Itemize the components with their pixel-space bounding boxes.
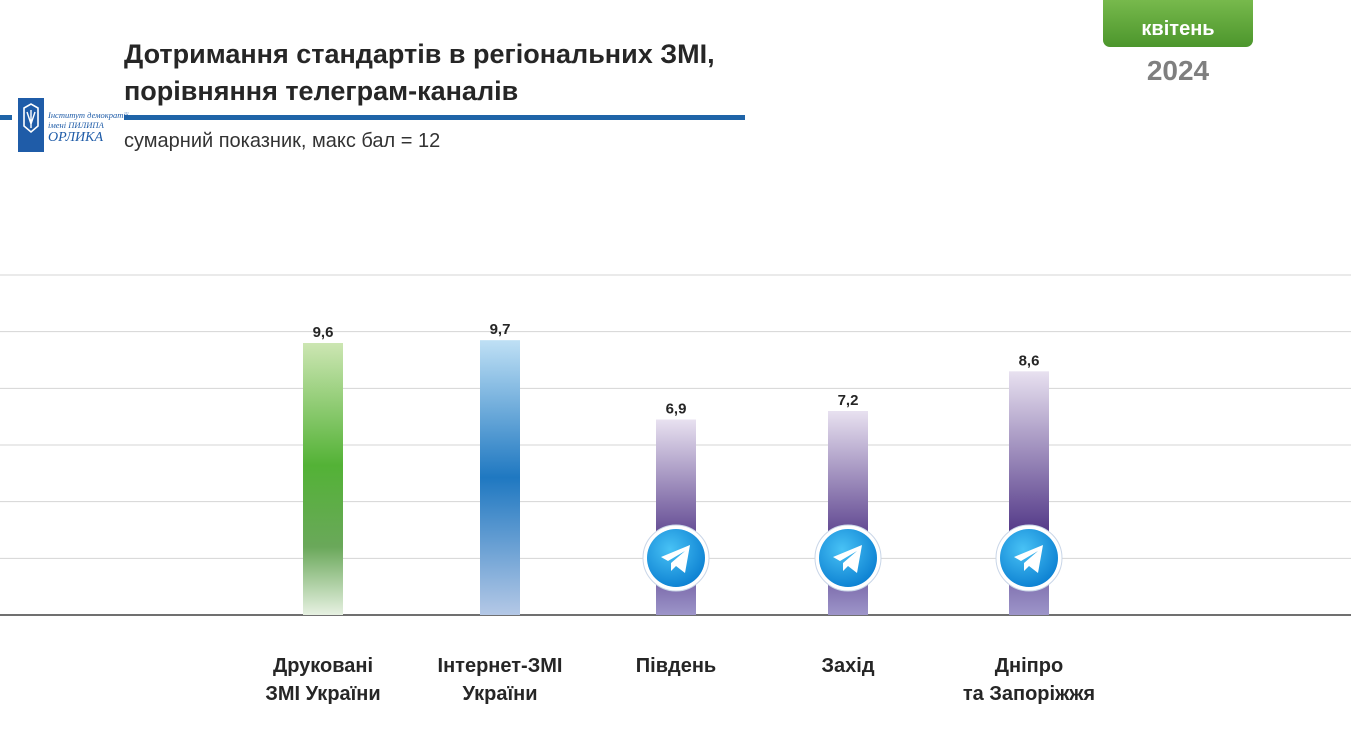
- data-label: 9,6: [313, 324, 334, 341]
- chart-title: Дотримання стандартів в регіональних ЗМІ…: [124, 39, 715, 106]
- telegram-icons: [642, 524, 1063, 592]
- chart-subtitle: сумарний показник, макс бал = 12: [124, 130, 441, 152]
- data-label: 6,9: [666, 401, 687, 418]
- data-labels: 9,6 9,7 6,9 7,2 8,6: [313, 321, 1040, 417]
- telegram-icon: [642, 524, 710, 592]
- bar: [303, 343, 343, 615]
- category-label: Інтернет-ЗМІ України: [437, 655, 563, 705]
- telegram-icon: [814, 524, 882, 592]
- logo-text: Інститут демократії імені ПИЛИПА ОРЛИКА: [48, 110, 129, 145]
- logo-line-2: імені ПИЛИПА: [48, 120, 104, 130]
- bar: [480, 340, 520, 615]
- category-label: Захід: [821, 655, 875, 677]
- category-label: Південь: [635, 655, 717, 677]
- data-label: 9,7: [490, 321, 511, 338]
- logo-line-1: Інститут демократії: [48, 110, 129, 120]
- month-badge: квітень: [1103, 0, 1253, 47]
- title-underline: [124, 115, 745, 120]
- category-label: Друковані ЗМІ України: [265, 655, 381, 705]
- institute-emblem-icon: [18, 98, 44, 152]
- data-label: 7,2: [838, 392, 859, 409]
- data-label: 8,6: [1019, 352, 1040, 369]
- logo-line-3: ОРЛИКА: [48, 130, 104, 145]
- telegram-icon: [995, 524, 1063, 592]
- left-accent-rule: [0, 115, 12, 120]
- category-label: Дніпро та Запоріжжя: [962, 655, 1096, 705]
- year-label: 2024: [1146, 55, 1210, 86]
